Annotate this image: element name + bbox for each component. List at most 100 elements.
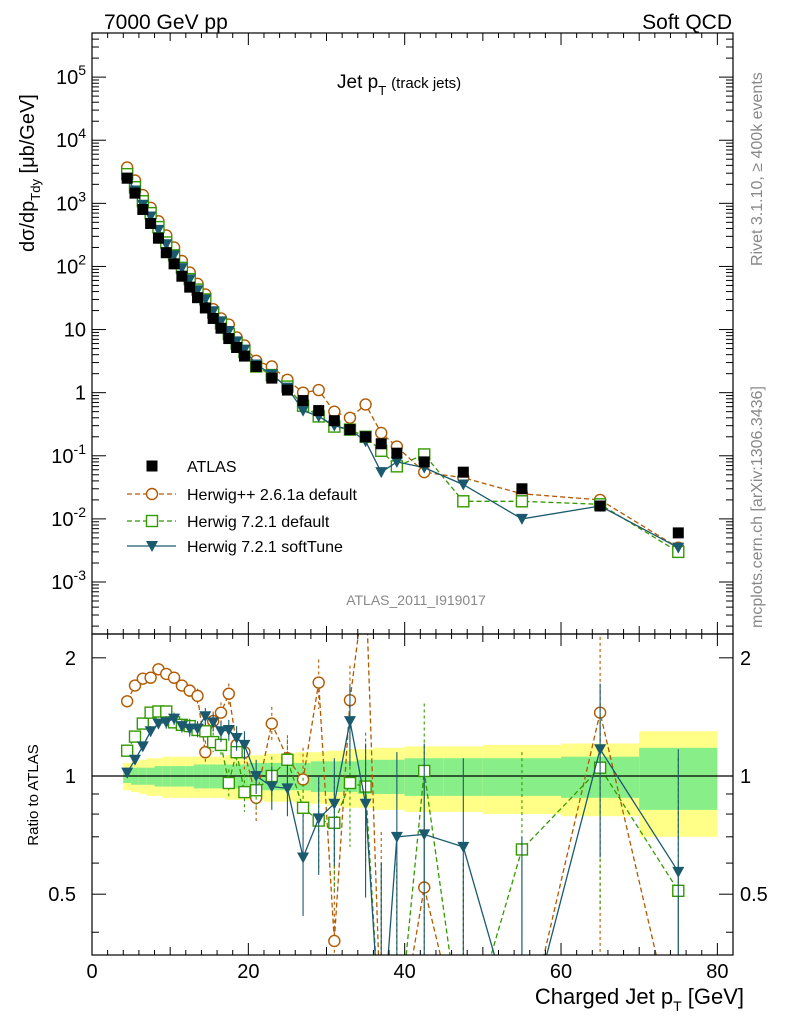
ratio-point-herwig-7-2-1-softtune: [230, 732, 243, 744]
ratio-point-herwig-2-6-1a-default: [312, 676, 325, 689]
ratio-point-herwig-7-2-1-softtune: [418, 829, 431, 841]
main-point-atlas: [192, 292, 204, 304]
main-point-atlas: [145, 217, 157, 229]
ratio-point-herwig-7-2-1-softtune: [152, 718, 165, 730]
legend-label-atlas: ATLAS: [187, 459, 237, 476]
main-point-herwig-7-2-1-softtune: [297, 405, 310, 417]
ratio-ytick-label: 2: [65, 648, 76, 670]
ratio-point-herwig-2-6-1a-default: [167, 671, 181, 684]
ratio-point-herwig-7-2-1-default: [222, 776, 235, 790]
main-point-atlas: [344, 424, 356, 436]
ratio-point-herwig-7-2-1-softtune: [250, 771, 263, 783]
main-point-atlas: [129, 187, 141, 199]
ratio-point-herwig-7-2-1-softtune: [281, 783, 294, 795]
main-point-herwig-2-6-1a-default: [359, 398, 372, 411]
main-point-atlas: [176, 270, 188, 282]
xlabel: Charged Jet pT [GeV]: [535, 984, 744, 1014]
main-point-atlas: [594, 500, 606, 512]
main-point-herwig-7-2-1-default: [515, 495, 529, 508]
ratio-point-herwig-7-2-1-default: [296, 801, 310, 814]
ratio-point-herwig-7-2-1-softtune: [265, 781, 278, 793]
ratio-point-herwig-7-2-1-softtune: [390, 831, 403, 843]
header-right-label: Soft QCD: [642, 11, 732, 34]
main-point-atlas: [297, 395, 309, 407]
ratio-ytick-label: 1: [65, 766, 76, 788]
xtick-label: 40: [394, 961, 416, 983]
ratio-point-herwig-7-2-1-softtune: [128, 754, 141, 766]
main-ylabel: dσ/dpTdy [μb/GeV]: [17, 94, 43, 252]
main-point-atlas: [328, 415, 340, 427]
ratio-ylabel: Ratio to ATLAS: [25, 744, 42, 845]
ratio-point-herwig-7-2-1-softtune: [168, 713, 181, 725]
ratio-point-herwig-7-2-1-default: [136, 717, 150, 730]
xtick-label: 20: [237, 961, 259, 983]
ratio-point-herwig-7-2-1-default: [238, 785, 251, 799]
main-point-atlas: [672, 527, 684, 539]
main-ytick-label: 10-3: [51, 567, 86, 594]
main-point-herwig-7-2-1-softtune: [515, 513, 528, 525]
main-point-atlas: [137, 203, 149, 215]
main-point-atlas: [152, 232, 164, 244]
ratio-point-herwig-2-6-1a-default: [222, 687, 235, 700]
ratio-point-herwig-2-6-1a-default: [214, 706, 228, 719]
main-point-atlas: [184, 281, 196, 293]
ratio-point-herwig-7-2-1-softtune: [207, 717, 220, 729]
ratio-point-herwig-2-6-1a-default: [265, 717, 278, 730]
main-point-herwig-2-6-1a-default: [343, 411, 357, 424]
legend-marker-herwig-2-6-1a-default: [145, 487, 159, 501]
main-point-atlas: [238, 350, 250, 362]
analysis-label: ATLAS_2011_I919017: [346, 592, 486, 608]
ratio-plot-frame: [91, 633, 734, 956]
ratio-point-herwig-7-2-1-softtune: [312, 813, 325, 825]
xtick-label: 60: [550, 961, 572, 983]
main-point-atlas: [231, 341, 243, 353]
main-point-atlas: [121, 172, 133, 184]
main-point-atlas: [250, 360, 262, 372]
ratio-series-layer: [120, 572, 685, 955]
main-ytick-label: 10: [64, 320, 86, 342]
ratio-point-herwig-2-6-1a-default: [191, 689, 204, 703]
main-point-atlas: [160, 247, 172, 259]
main-ytick-label: 105: [56, 62, 86, 89]
main-point-herwig-7-2-1-softtune: [457, 479, 470, 491]
main-ytick-label: 104: [56, 125, 86, 152]
ratio-point-herwig-7-2-1-softtune: [222, 724, 235, 736]
main-point-herwig-7-2-1-softtune: [390, 456, 403, 468]
legend-label-herwig-7-2-1-default: Herwig 7.2.1 default: [187, 514, 330, 531]
main-point-herwig-7-2-1-softtune: [375, 467, 388, 479]
main-ytick-label: 10-1: [51, 441, 86, 468]
main-point-atlas: [391, 447, 403, 459]
ratio-point-herwig-7-2-1-softtune: [191, 723, 204, 735]
ratio-point-herwig-2-6-1a-default: [144, 671, 157, 684]
ratio-point-herwig-2-6-1a-default: [360, 572, 371, 583]
main-point-atlas: [215, 322, 227, 334]
ratio-point-herwig-7-2-1-softtune: [214, 726, 227, 738]
ratio-point-herwig-7-2-1-softtune: [359, 798, 372, 810]
main-point-herwig-7-2-1-softtune: [672, 542, 685, 554]
legend-marker-atlas: [146, 460, 158, 472]
ratio-point-herwig-7-2-1-softtune: [594, 744, 607, 756]
main-point-atlas: [168, 258, 180, 270]
ratio-point-herwig-7-2-1-softtune: [328, 798, 341, 810]
ratio-point-herwig-2-6-1a-default: [328, 934, 341, 948]
band-stat: [373, 759, 390, 794]
xtick-label: 0: [86, 961, 97, 983]
ratio-point-herwig-7-2-1-default: [199, 725, 212, 738]
main-point-herwig-2-6-1a-default: [375, 426, 388, 440]
ratio-ytick-label-right: 0.5: [740, 884, 768, 906]
main-point-atlas: [418, 456, 430, 468]
main-point-atlas: [207, 312, 219, 324]
main-point-herwig-7-2-1-default: [457, 495, 470, 508]
ratio-ytick-label-right: 2: [740, 648, 751, 670]
main-ytick-label: 102: [56, 251, 86, 278]
ratio-point-herwig-7-2-1-default: [281, 753, 294, 766]
legend-label-herwig-7-2-1-softtune: Herwig 7.2.1 softTune: [187, 539, 343, 556]
ratio-uncertainty-bands: [92, 731, 733, 837]
ratio-point-herwig-7-2-1-default: [343, 776, 357, 790]
ratio-ytick-label-right: 1: [740, 766, 751, 788]
ratio-ytick-label: 0.5: [48, 884, 76, 906]
ratio-point-herwig-7-2-1-softtune: [343, 716, 356, 728]
legend-label-herwig-2-6-1a-default: Herwig++ 2.6.1a default: [187, 487, 357, 504]
